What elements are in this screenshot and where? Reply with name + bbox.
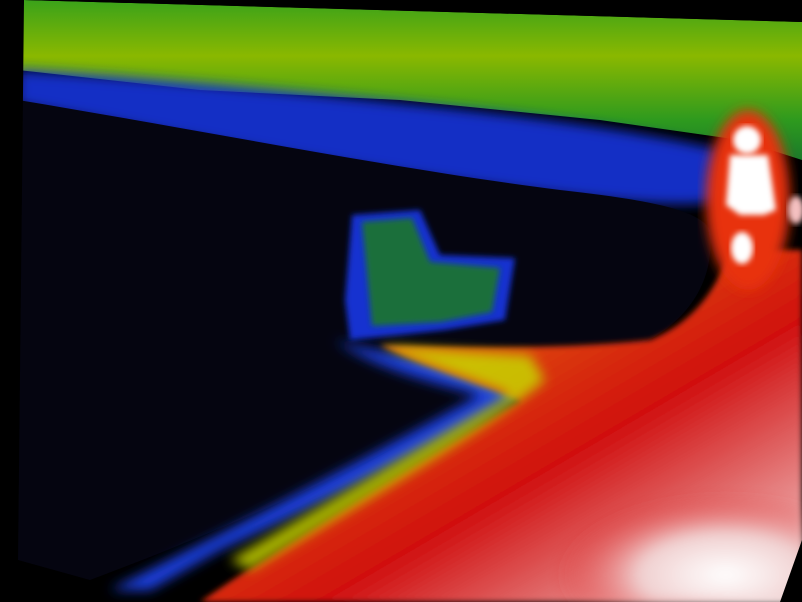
frame-border-top: [24, 0, 802, 22]
cold-field: [18, 100, 711, 580]
warm-halo: [230, 345, 545, 570]
hot-ground-patch: [420, 420, 802, 602]
person-heat-signature: [706, 110, 802, 290]
frame-border-bottom-right: [780, 540, 802, 602]
chair-silhouette: [345, 210, 515, 340]
frame-border-left: [0, 0, 90, 602]
cold-edge-upper: [18, 70, 720, 205]
treeline: [18, 0, 802, 160]
